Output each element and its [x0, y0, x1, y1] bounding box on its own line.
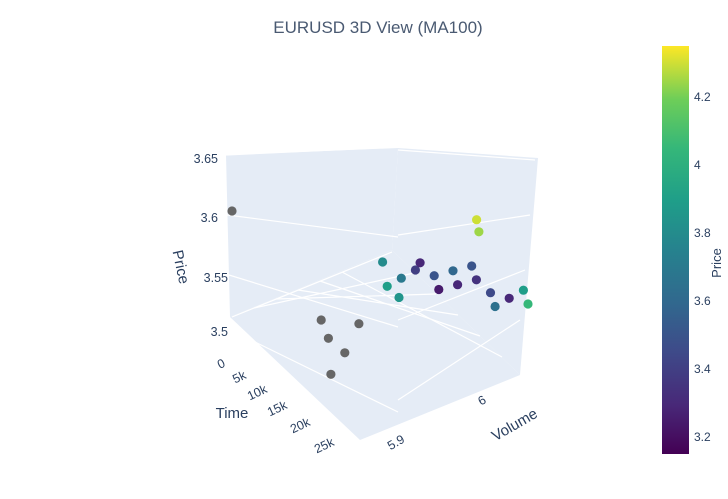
colorbar-tick: 3.8 — [694, 226, 711, 240]
time-tick: 5k — [230, 368, 249, 387]
data-point — [415, 258, 425, 268]
price-tick: 3.65 — [194, 152, 218, 166]
volume-tick: 6 — [475, 393, 488, 409]
data-point — [227, 206, 237, 216]
time-tick: 15k — [265, 398, 290, 420]
colorbar-tick: 3.2 — [694, 430, 711, 444]
price-tick: 3.5 — [211, 325, 228, 339]
data-point — [410, 265, 420, 275]
back-wall-right — [392, 148, 538, 375]
gridlines — [225, 146, 536, 413]
data-point — [490, 301, 500, 312]
colorbar-gradient — [662, 46, 689, 454]
price-tick: 3.6 — [201, 211, 218, 225]
data-point — [448, 266, 458, 276]
data-point — [434, 284, 444, 295]
gridline — [275, 293, 437, 300]
price-axis-label: Price — [169, 249, 193, 286]
colorbar-tick: 4 — [694, 158, 701, 172]
time-tick: 10k — [245, 382, 270, 404]
data-point — [429, 271, 439, 281]
data-point — [472, 215, 482, 225]
time-tick: 25k — [312, 435, 337, 457]
data-point — [326, 369, 336, 379]
data-point — [471, 275, 481, 285]
data-point — [453, 280, 463, 290]
data-point — [523, 299, 533, 309]
colorbar-tick: 3.6 — [694, 294, 711, 308]
price-axis-ticks: 3.65 3.6 3.55 3.5 — [194, 152, 228, 339]
gridline — [228, 274, 399, 328]
gridline — [319, 280, 481, 337]
data-point — [316, 315, 326, 325]
gridline — [397, 269, 526, 321]
data-points — [227, 206, 533, 379]
data-point — [340, 348, 350, 358]
data-point — [323, 333, 333, 343]
time-tick: 0 — [215, 356, 227, 372]
colorbar-tick: 4.2 — [694, 90, 711, 104]
gridline — [231, 251, 393, 318]
data-point — [396, 273, 406, 283]
data-point — [354, 319, 364, 329]
data-point — [485, 288, 496, 298]
gridline — [253, 272, 415, 309]
gridline — [230, 329, 399, 413]
data-point — [378, 257, 388, 267]
data-point — [382, 281, 392, 291]
chart-title: EURUSD 3D View (MA100) — [273, 18, 482, 37]
data-point — [394, 292, 404, 303]
time-axis-label: Time — [216, 405, 249, 422]
data-point — [474, 227, 484, 237]
colorbar: 3.2 3.4 3.6 3.8 4 4.2 Price — [662, 46, 724, 454]
gridline — [227, 214, 399, 238]
gridline — [397, 319, 521, 401]
volume-tick: 5.9 — [385, 432, 407, 453]
data-point — [467, 261, 477, 271]
gridline — [397, 149, 536, 161]
gridline — [225, 146, 399, 156]
gridline — [341, 271, 503, 358]
colorbar-tick: 3.4 — [694, 362, 711, 376]
data-point — [518, 285, 529, 295]
gridline — [297, 289, 459, 316]
price-tick: 3.55 — [204, 271, 228, 285]
gridline — [397, 214, 531, 236]
time-tick: 20k — [288, 415, 313, 437]
data-point — [504, 293, 514, 303]
volume-axis-label: Volume — [489, 405, 541, 445]
back-wall-left — [226, 148, 398, 317]
colorbar-title: Price — [709, 248, 724, 278]
